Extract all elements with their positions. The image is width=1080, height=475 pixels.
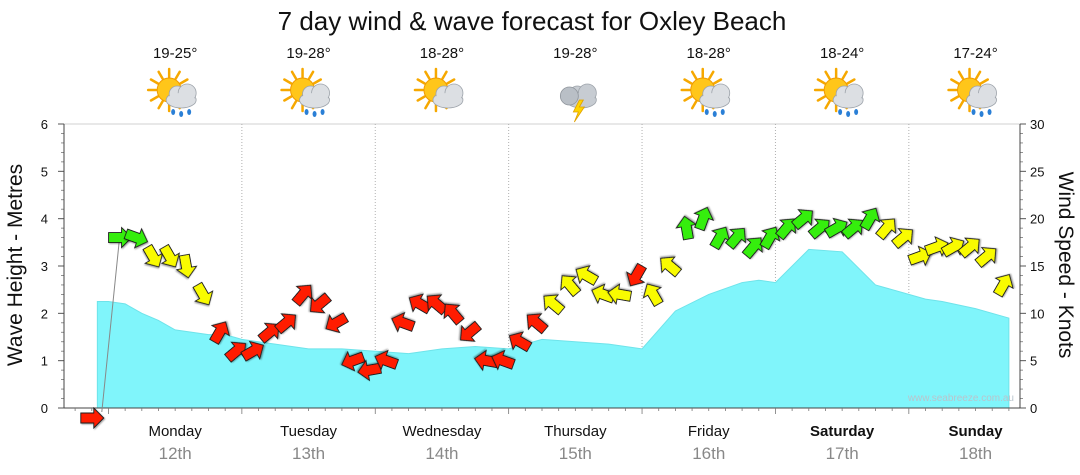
wind-arrow <box>840 218 863 240</box>
right-axis-tick-label: 25 <box>1030 164 1044 179</box>
wind-arrow <box>790 209 813 231</box>
sun-cloud-icon <box>413 67 464 113</box>
wind-arrow <box>192 281 214 306</box>
right-axis-tick-label: 15 <box>1030 259 1044 274</box>
left-axis-title: Wave Height - Metres <box>4 164 27 366</box>
right-axis-tick-label: 5 <box>1030 354 1037 369</box>
left-axis-tick-label: 1 <box>41 354 48 369</box>
temperature-range: 18-28° <box>687 45 731 62</box>
right-axis-tick-label: 10 <box>1030 306 1044 321</box>
wind-arrow <box>607 283 633 306</box>
wind-arrow <box>209 321 231 345</box>
wind-arrow <box>891 228 913 250</box>
wind-arrow <box>508 331 533 353</box>
wind-arrow <box>291 284 313 307</box>
wind-connector-line <box>101 237 121 413</box>
left-axis-tick-label: 6 <box>41 117 48 132</box>
date-label: 18th <box>959 444 992 463</box>
left-axis-tick-label: 4 <box>41 212 48 227</box>
wind-arrow <box>274 313 297 335</box>
right-axis-tick-label: 30 <box>1030 117 1044 132</box>
day-label: Wednesday <box>402 423 481 440</box>
sun-cloud-rain-icon <box>947 67 997 117</box>
credit-text: www.seabreeze.com.au <box>907 393 1014 404</box>
right-axis-tick-label: 0 <box>1030 401 1037 416</box>
sun-cloud-rain-icon <box>146 67 197 117</box>
right-axis-tick-label: 20 <box>1030 212 1044 227</box>
temperature-range: 19-28° <box>553 45 597 62</box>
wind-arrow <box>992 273 1014 298</box>
wind-arrow <box>859 207 881 232</box>
thunderstorm-icon <box>559 83 597 123</box>
day-label: Tuesday <box>280 423 337 440</box>
temperature-range: 18-24° <box>820 45 864 62</box>
left-axis-tick-label: 5 <box>41 164 48 179</box>
day-label: Thursday <box>544 423 607 440</box>
wind-arrow <box>491 349 516 371</box>
sun-cloud-rain-icon <box>813 67 864 117</box>
chart-axes: 0 1 2 3 4 5 6 0 5 10 15 20 25 30 <box>41 117 1045 416</box>
wind-arrow <box>875 218 897 241</box>
sun-cloud-rain-icon <box>680 67 731 117</box>
wind-arrow <box>460 320 483 342</box>
right-axis-title: Wind Speed - Knots <box>1054 172 1077 359</box>
wind-arrow <box>123 227 149 249</box>
wind-arrow <box>626 262 647 287</box>
wind-arrow <box>907 245 932 267</box>
wind-arrow <box>575 265 600 286</box>
day-labels: Monday 12th Tuesday 13th Wednesday 14th Thursd… <box>148 423 1003 463</box>
wind-arrow <box>974 247 997 269</box>
day-label: Sunday <box>948 423 1003 440</box>
wave-height-area <box>96 248 1010 409</box>
date-label: 16th <box>692 444 725 463</box>
date-label: 17th <box>826 444 859 463</box>
wind-speed-series <box>80 206 1014 430</box>
wind-arrow <box>660 256 683 278</box>
date-label: 12th <box>159 444 192 463</box>
wind-arrow <box>374 349 399 371</box>
day-label: Friday <box>688 423 730 440</box>
wind-arrow <box>257 322 280 344</box>
wind-arrow-start <box>80 406 105 430</box>
temperature-range: 19-28° <box>286 45 330 62</box>
wind-arrow <box>443 303 465 326</box>
temperature-range: 17-24° <box>953 45 997 62</box>
left-axis-tick-label: 3 <box>41 259 48 274</box>
wind-arrow <box>675 215 698 241</box>
wind-arrow <box>725 227 747 250</box>
wind-arrow <box>108 226 133 249</box>
wind-arrow <box>309 292 332 314</box>
wind-arrow <box>543 294 566 316</box>
wave-height-series <box>96 248 1010 409</box>
chart-title: 7 day wind & wave forecast for Oxley Bea… <box>278 6 787 36</box>
day-label: Saturday <box>810 423 875 440</box>
wind-arrow <box>642 283 664 308</box>
wind-arrow <box>391 311 416 333</box>
left-axis-tick-label: 2 <box>41 306 48 321</box>
wind-arrow <box>560 275 582 298</box>
wind-arrow <box>341 350 366 372</box>
left-axis-tick-label: 0 <box>41 401 48 416</box>
daily-forecast-row: 19-25° 19-28° 18-28° 19-28° 18-28° 18-24° 17-2… <box>146 45 998 123</box>
wind-arrow <box>159 243 180 268</box>
wind-arrow <box>357 359 382 382</box>
wind-arrow <box>526 313 549 335</box>
temperature-range: 19-25° <box>153 45 197 62</box>
day-label: Monday <box>148 423 202 440</box>
wind-arrow <box>142 243 164 268</box>
sun-cloud-rain-icon <box>280 67 330 117</box>
wind-arrow <box>709 226 731 251</box>
wind-arrow <box>240 340 264 362</box>
wind-arrow <box>693 206 715 232</box>
date-label: 13th <box>292 444 325 463</box>
date-label: 15th <box>559 444 592 463</box>
wind-arrow <box>325 312 349 334</box>
date-label: 14th <box>425 444 458 463</box>
wind-arrow <box>175 253 198 279</box>
temperature-range: 18-28° <box>420 45 464 62</box>
wind-arrow <box>957 237 980 259</box>
